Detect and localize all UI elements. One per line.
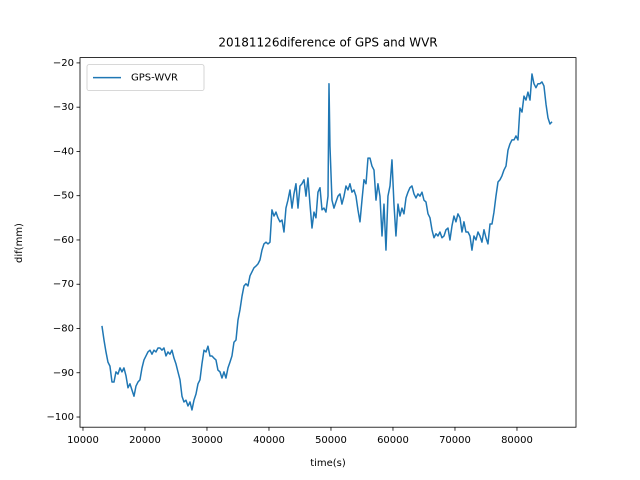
x-tick-label: 60000 — [377, 435, 409, 446]
legend-label: GPS-WVR — [131, 73, 178, 84]
x-tick-label: 50000 — [315, 435, 347, 446]
x-tick-label: 40000 — [253, 435, 285, 446]
y-tick-label: −50 — [53, 191, 74, 202]
plot-frame — [79, 57, 577, 428]
x-tick-label: 20000 — [129, 435, 161, 446]
y-tick-label: −20 — [53, 58, 74, 69]
x-tick-label: 80000 — [501, 435, 533, 446]
y-tick-label: −40 — [53, 146, 74, 157]
x-tick-label: 10000 — [67, 435, 99, 446]
y-tick-label: −70 — [53, 279, 74, 290]
x-axis-label: time(s) — [310, 458, 346, 469]
y-tick-label: −30 — [53, 102, 74, 113]
y-axis-label: dif(mm) — [14, 223, 25, 263]
data-line — [101, 73, 553, 411]
y-tick-label: −100 — [47, 412, 74, 423]
legend-box — [86, 64, 205, 91]
y-tick-label: −80 — [53, 323, 74, 334]
y-tick-label: −60 — [53, 235, 74, 246]
y-tick-label: −90 — [53, 368, 74, 379]
x-tick-label: 70000 — [439, 435, 471, 446]
chart-title: 20181126diference of GPS and WVR — [218, 36, 437, 50]
x-tick-label: 30000 — [191, 435, 223, 446]
